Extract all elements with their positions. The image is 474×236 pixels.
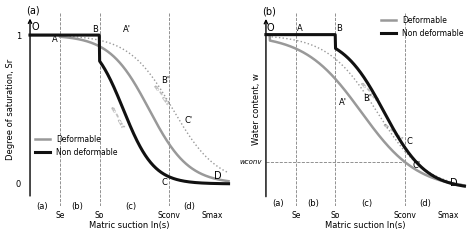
Text: (a): (a) xyxy=(272,199,283,208)
Text: (b): (b) xyxy=(72,202,83,211)
Text: (c): (c) xyxy=(126,202,137,211)
Text: B': B' xyxy=(161,76,169,85)
Text: (d): (d) xyxy=(183,202,195,211)
Text: B: B xyxy=(337,24,342,33)
Text: D: D xyxy=(214,171,221,181)
Text: A: A xyxy=(52,35,58,44)
Text: $e_0=cst$: $e_0=cst$ xyxy=(150,81,172,108)
Text: (a): (a) xyxy=(26,6,40,16)
Text: (b): (b) xyxy=(308,199,319,208)
Text: C: C xyxy=(161,178,167,187)
Legend: Deformable, Non deformable: Deformable, Non deformable xyxy=(378,13,467,41)
Text: O: O xyxy=(267,23,274,33)
Text: wconv: wconv xyxy=(239,159,262,165)
X-axis label: Matric suction ln(s): Matric suction ln(s) xyxy=(89,221,170,230)
Text: B': B' xyxy=(363,94,371,103)
Text: A': A' xyxy=(339,98,347,107)
Text: C: C xyxy=(407,137,413,146)
Text: $e_0=cst$: $e_0=cst$ xyxy=(357,79,381,104)
Y-axis label: Degree of saturation, Sr: Degree of saturation, Sr xyxy=(6,59,15,160)
Text: C': C' xyxy=(185,116,193,125)
Text: C': C' xyxy=(413,161,421,170)
Y-axis label: Water content, w: Water content, w xyxy=(252,74,261,145)
X-axis label: Matric suction ln(s): Matric suction ln(s) xyxy=(325,221,405,230)
Text: $e_1=cst$: $e_1=cst$ xyxy=(380,121,406,144)
Legend: Deformable, Non deformable: Deformable, Non deformable xyxy=(32,132,121,160)
Text: B: B xyxy=(91,25,98,34)
Text: (a): (a) xyxy=(36,202,48,211)
Text: A': A' xyxy=(123,25,131,34)
Text: (c): (c) xyxy=(362,199,373,208)
Text: (d): (d) xyxy=(419,199,431,208)
Text: A: A xyxy=(297,24,302,33)
Text: $e_0=cst$: $e_0=cst$ xyxy=(108,103,128,130)
Text: D: D xyxy=(449,178,457,188)
Text: (b): (b) xyxy=(262,6,276,16)
Text: O: O xyxy=(31,22,39,32)
